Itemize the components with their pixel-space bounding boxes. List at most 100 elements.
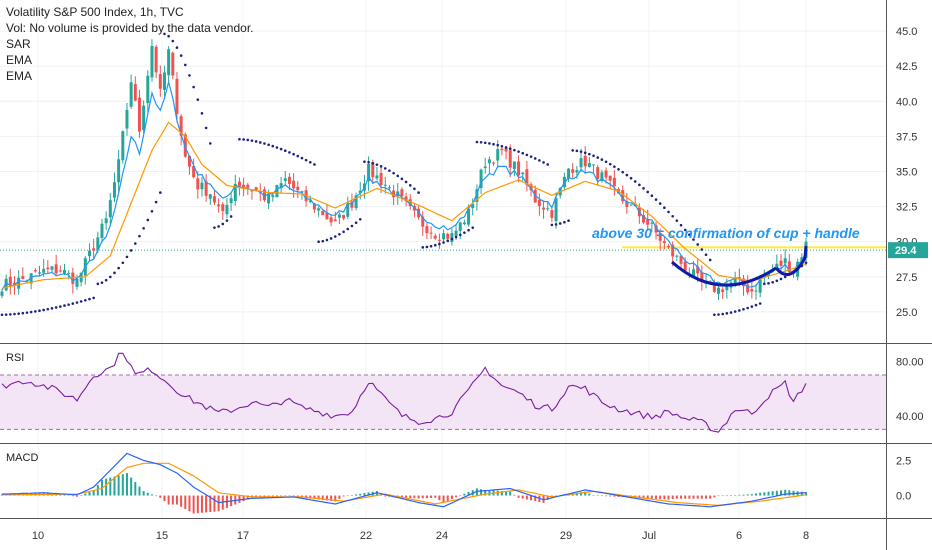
macd-hist-166 [692,495,695,499]
price-tick-3: 37.5 [896,131,917,143]
macd-hist-180 [750,494,753,496]
sar-dot-4-70 [292,152,295,156]
candle-2 [8,268,12,295]
candle-145 [604,167,608,184]
macd-hist-19 [80,495,83,496]
sar-dot-6-98 [408,184,412,187]
candle-29 [121,130,125,164]
sar-dot-4-72 [300,156,304,160]
sar-dot-12-183 [763,282,766,286]
candle-173 [721,287,725,300]
sar-dot-1-36 [150,209,154,213]
macd-hist-65 [271,495,274,497]
sar-dot-10-153 [638,183,641,187]
candle-133 [554,192,558,229]
macd-hist-145 [605,495,608,497]
sar-dot-1-30 [125,255,129,259]
candle-24 [100,218,104,243]
macd-hist-143 [596,495,599,497]
macd-hist-75 [313,495,316,500]
date-tick-4: 24 [436,530,448,542]
macd-hist-52 [217,495,220,512]
candle-99 [412,203,416,218]
macd-hist-128 [534,495,537,502]
macd-hist-110 [459,495,462,497]
candle-159 [662,235,666,250]
macd-hist-106 [442,495,445,503]
macd-hist-37 [155,495,158,497]
sar-dot-4-62 [258,141,262,144]
candle-47 [196,171,200,199]
sar-dot-7-102 [425,245,429,249]
macd-hist-186 [775,490,778,496]
macd-label[interactable]: MACD [6,452,39,464]
sar-dot-10-169 [704,253,708,257]
sar-dot-2-43 [179,54,183,57]
sar-dot-0-11 [46,307,50,311]
macd-hist-80 [334,495,337,502]
sar-dot-0-19 [79,300,83,303]
candle-76 [317,206,321,217]
candle-38 [158,65,162,97]
candle-68 [283,171,287,186]
candle-179 [746,275,750,295]
sar-dot-4-65 [271,144,275,148]
sar-dot-7-112 [467,228,470,232]
sar-dot-0-5 [21,311,25,315]
sar-dot-10-155 [646,190,649,194]
candle-160 [667,244,671,249]
macd-hist-74 [309,495,312,499]
sar-dot-8-126 [525,153,529,157]
sar-dot-6-89 [371,161,375,165]
candle-28 [117,149,121,192]
legend-ema-2[interactable]: EMA [6,69,33,83]
sar-dot-6-88 [367,160,370,164]
sar-dot-0-8 [34,310,37,313]
macd-hist-28 [117,475,120,496]
macd-hist-182 [759,492,762,496]
sar-dot-6-95 [396,174,400,178]
macd-hist-85 [355,494,358,496]
candle-13 [54,254,58,275]
legend-ema-1[interactable]: EMA [6,53,33,67]
macd-hist-111 [463,493,466,496]
macd-hist-154 [642,495,645,499]
candle-83 [346,196,350,220]
annotation-text[interactable]: above 30 = confirmation of cup + handle [592,225,860,241]
sar-dot-0-15 [63,304,66,307]
chart-title[interactable]: Volatility S&P 500 Index, 1h, TVC [6,5,184,19]
candle-108 [450,228,454,246]
candle-162 [675,254,679,261]
candle-85 [354,192,358,211]
sar-dot-11-175 [729,311,733,314]
sar-dot-4-73 [304,158,308,162]
macd-hist-86 [359,493,362,496]
sar-dot-5-79 [329,237,333,240]
macd-hist-103 [430,495,433,498]
macd-hist-102 [425,495,428,499]
sar-dot-0-14 [59,305,62,308]
candle-142 [592,164,596,173]
candle-8 [33,268,37,273]
sar-dot-8-119 [496,143,500,147]
candle-66 [275,184,279,198]
sar-dot-1-25 [104,278,108,282]
sar-dot-3-53 [221,222,225,226]
cup-handle-drawing[interactable] [670,245,808,287]
sar-dot-2-39 [163,32,166,36]
candle-12 [50,265,54,272]
candle-33 [137,89,141,138]
macd-hist-42 [175,495,178,505]
macd-hist-45 [188,495,191,512]
legend-sar[interactable]: SAR [6,37,31,51]
sar-dot-10-156 [650,194,654,198]
candle-57 [237,177,241,196]
rsi-label[interactable]: RSI [6,352,25,364]
candle-42 [175,71,179,123]
candle-90 [375,166,379,180]
sar-dot-1-29 [121,261,125,265]
candle-189 [787,253,791,276]
candle-34 [142,100,146,135]
